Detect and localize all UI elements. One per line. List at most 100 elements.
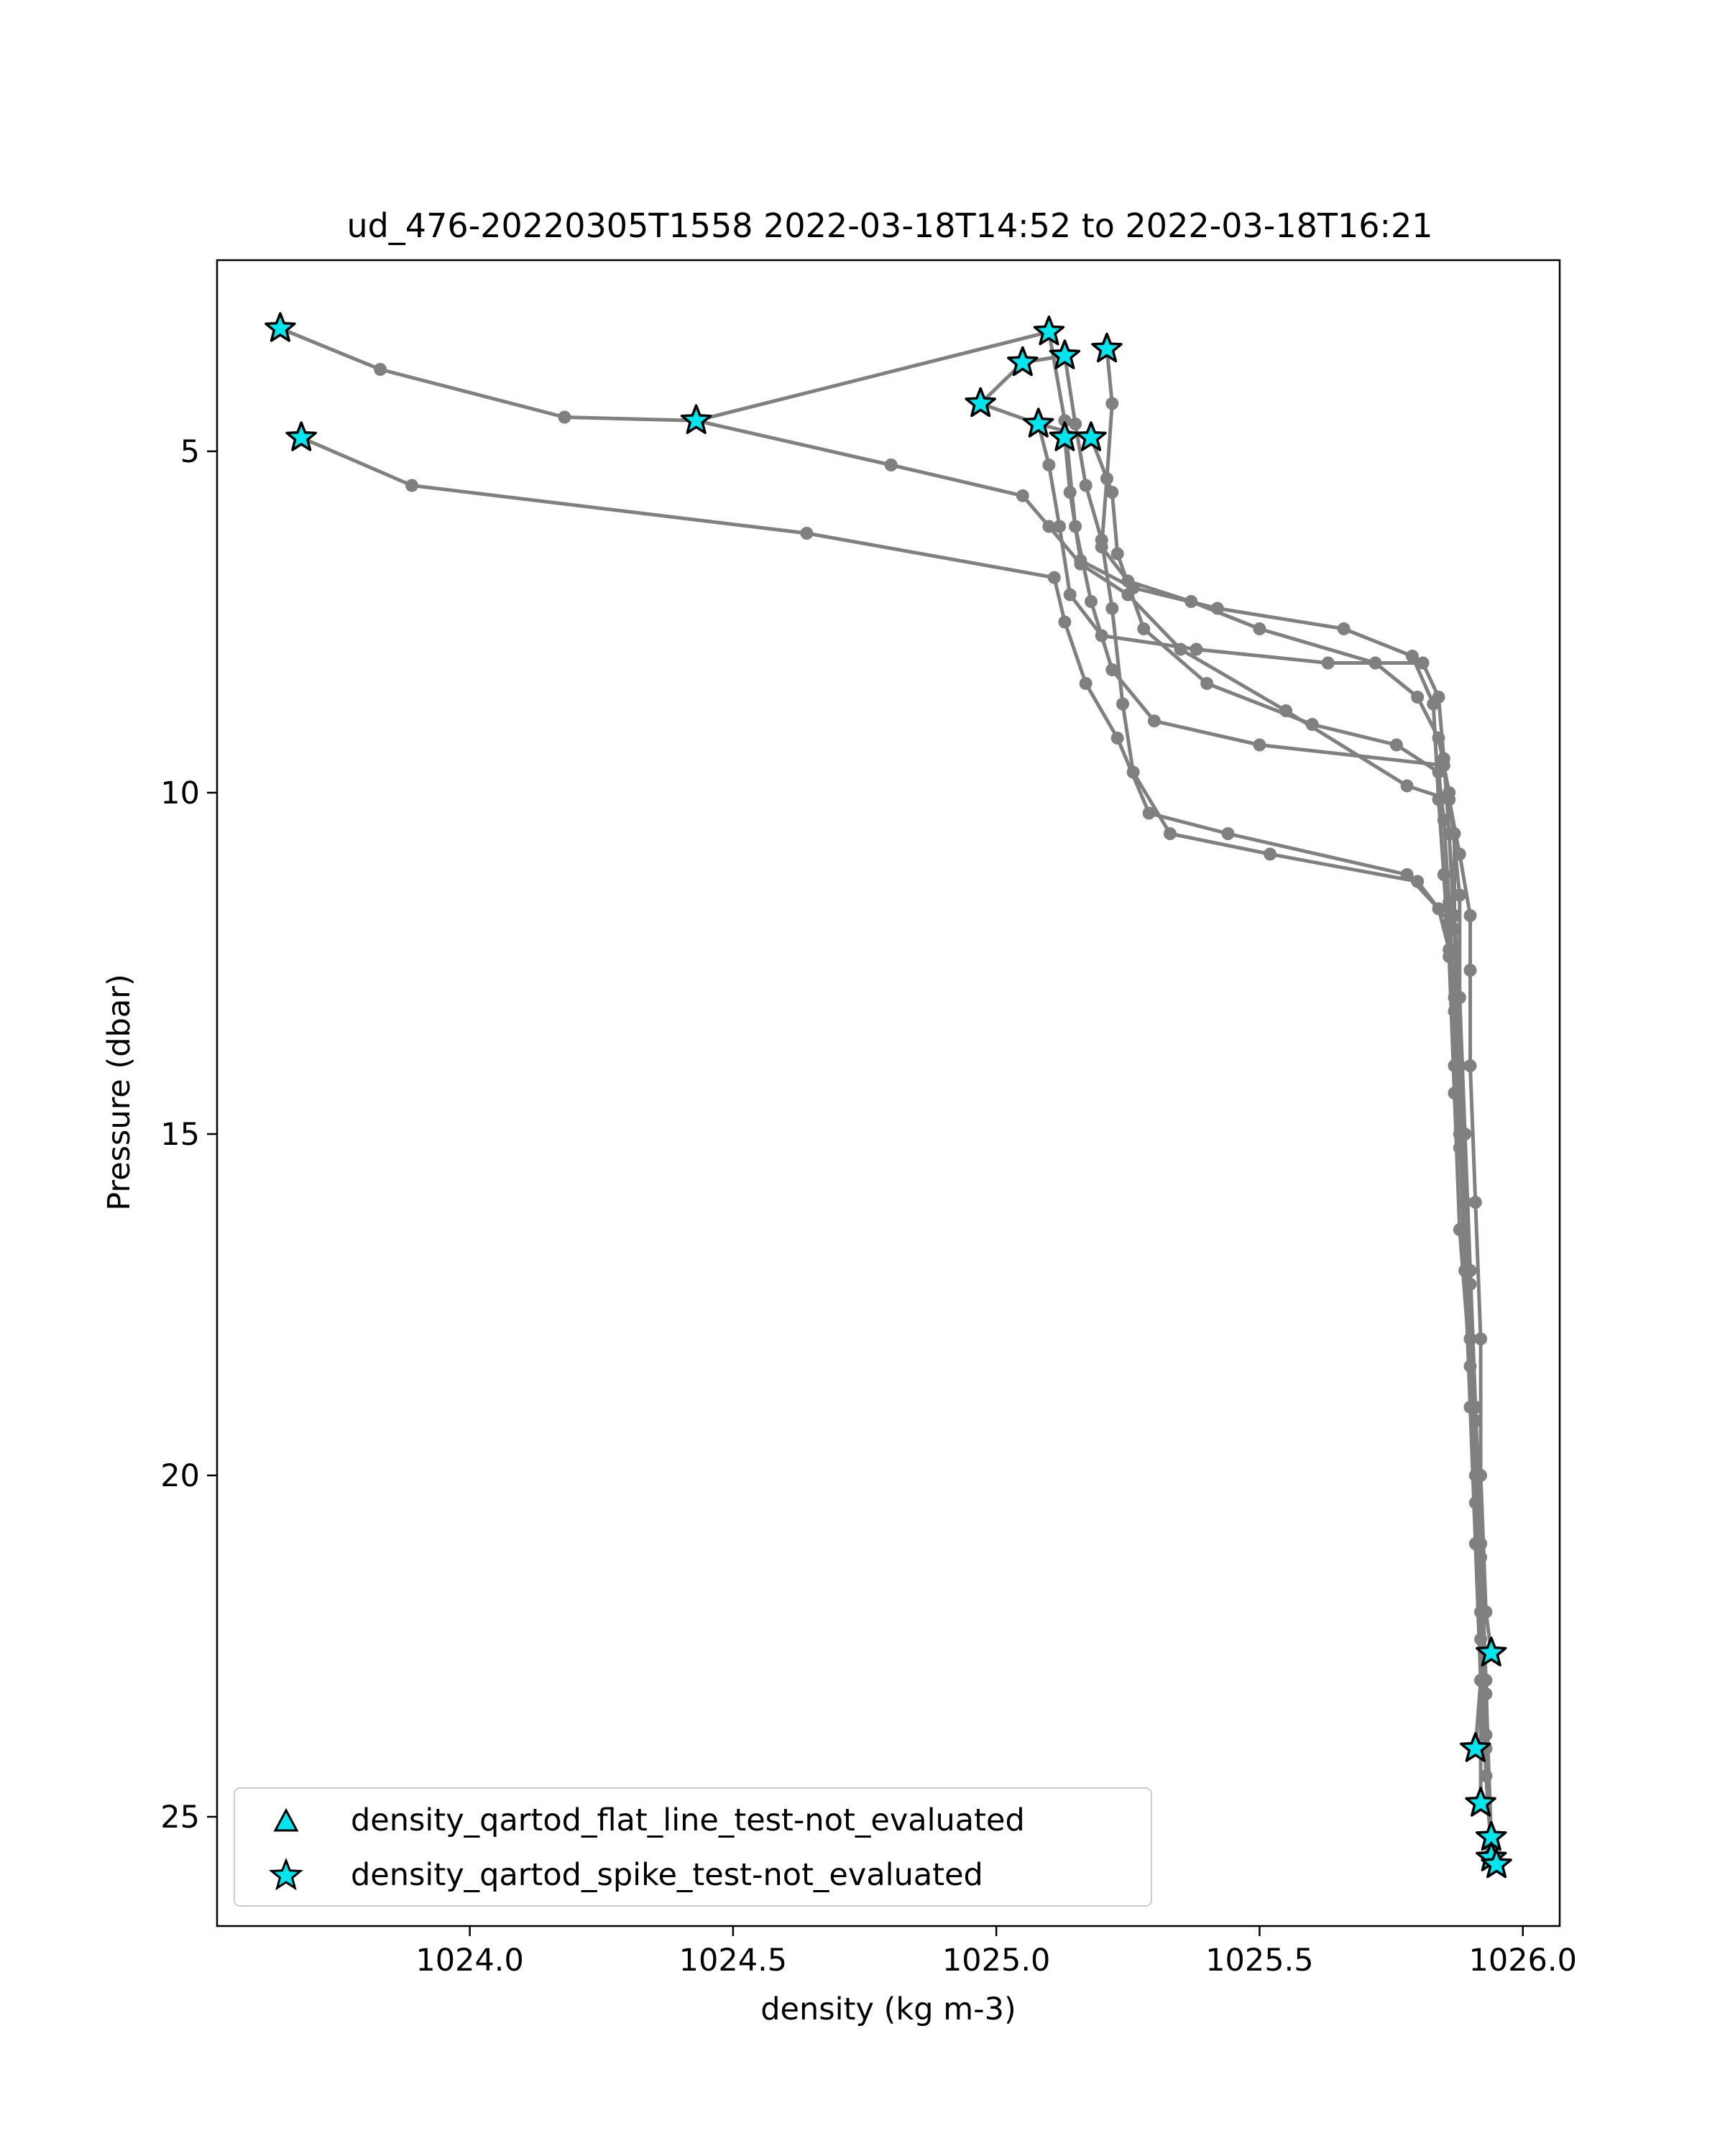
profile-point — [1184, 595, 1198, 608]
profile-point — [1105, 602, 1119, 615]
profile-line-2 — [695, 330, 1483, 1749]
profile-point — [1085, 595, 1098, 608]
profile-point — [1463, 909, 1477, 922]
profile-point — [1142, 806, 1156, 820]
profile-point — [1210, 602, 1224, 615]
profile-point — [1453, 888, 1466, 902]
profile-point — [1047, 571, 1061, 584]
y-tick-label: 15 — [160, 1117, 200, 1153]
y-axis-ticks: 5 10 15 20 25 — [160, 434, 217, 1835]
profile-point — [1443, 827, 1456, 840]
legend: density_qartod_flat_line_test-not_evalua… — [234, 1787, 1152, 1907]
profile-point — [1053, 520, 1067, 533]
profile-point — [1463, 964, 1477, 977]
profile-point — [1443, 950, 1456, 963]
profile-point — [1042, 459, 1056, 471]
profile-point — [1110, 732, 1124, 745]
profile-line-5 — [300, 436, 1494, 1845]
profile-point — [1448, 1005, 1461, 1018]
profile-point — [558, 410, 571, 424]
profile-point — [1069, 520, 1082, 533]
profile-point — [1337, 622, 1351, 635]
profile-point — [1432, 793, 1445, 806]
profile-point — [1453, 1059, 1466, 1072]
x-axis-label: density (kg m-3) — [760, 1991, 1016, 2027]
profile-point — [1147, 714, 1161, 728]
x-axis-ticks: 1024.0 1024.5 1025.0 1025.5 1026.0 — [415, 1926, 1577, 1978]
profile-point — [1264, 847, 1277, 861]
profile-point — [1042, 520, 1056, 533]
profile-point — [1279, 704, 1293, 717]
profile-point — [1058, 615, 1072, 629]
spike-star-marker — [1460, 1732, 1491, 1762]
profile-point — [1174, 642, 1187, 656]
profile-point — [1411, 691, 1425, 704]
spike-star-marker — [1033, 315, 1065, 346]
profile-point — [1479, 1687, 1493, 1700]
profile-point — [1074, 554, 1087, 567]
profile-point — [374, 363, 387, 376]
profile-point — [1063, 486, 1077, 499]
profile-line-1 — [279, 326, 1494, 1654]
profile-point — [1448, 1087, 1461, 1100]
profile-point — [1474, 1551, 1488, 1564]
profile-point — [1458, 1128, 1472, 1141]
profile-point — [1416, 656, 1430, 670]
profile-point — [1389, 738, 1403, 752]
profile-line-8 — [1062, 437, 1494, 1851]
profile-line-6 — [1100, 349, 1499, 1866]
profile-points — [273, 322, 1504, 1871]
profile-point — [1458, 1196, 1472, 1209]
profile-point — [1253, 622, 1266, 635]
spike-star-marker — [1481, 1848, 1512, 1879]
profile-point — [1437, 752, 1450, 765]
profile-point — [1069, 418, 1082, 430]
profile-lines — [279, 326, 1499, 1866]
profile-point — [1437, 868, 1450, 881]
legend-label-flat-line: density_qartod_flat_line_test-not_evalua… — [351, 1802, 1025, 1838]
profile-line-7 — [1036, 423, 1488, 1736]
x-tick-label: 1024.5 — [679, 1943, 787, 1978]
profile-point — [1427, 697, 1440, 711]
y-axis-label: Pressure (dbar) — [101, 974, 137, 1210]
spike-star-marker — [285, 421, 317, 451]
legend-box — [234, 1787, 1152, 1907]
profile-point — [1468, 1401, 1482, 1414]
profile-point — [1116, 697, 1129, 711]
chart-title: ud_476-20220305T1558 2022-03-18T14:52 to… — [346, 206, 1432, 245]
profile-point — [1079, 677, 1092, 690]
profile-point — [1400, 868, 1414, 881]
profile-point — [1474, 1332, 1488, 1345]
profile-point — [1016, 489, 1029, 502]
y-tick-label: 10 — [160, 775, 200, 811]
spike-star-marker — [1007, 346, 1039, 377]
profile-point — [1463, 1278, 1477, 1291]
profile-point — [1448, 923, 1461, 936]
profile-point — [1095, 629, 1108, 642]
profile-point — [1095, 540, 1108, 553]
spike-star-marker — [1465, 1787, 1496, 1817]
profile-point — [1200, 677, 1214, 690]
x-tick-label: 1025.5 — [1205, 1943, 1313, 1978]
profile-point — [1479, 1674, 1493, 1687]
spike-star-marker — [680, 404, 712, 434]
profile-point — [1463, 1059, 1477, 1072]
profile-point — [1463, 1360, 1477, 1373]
spike-star-marker — [1476, 1636, 1507, 1667]
star-marker-icon — [269, 1857, 303, 1891]
spike-star-marker — [1049, 339, 1081, 369]
profile-point — [1468, 1496, 1482, 1509]
profile-point — [1221, 827, 1235, 840]
profile-point — [1100, 472, 1113, 485]
profile-point — [1453, 847, 1466, 861]
spike-star-marker — [965, 387, 996, 418]
profile-point — [1443, 786, 1456, 799]
profile-point — [1126, 765, 1140, 779]
profile-point — [1479, 1769, 1493, 1782]
profile-point — [1253, 738, 1266, 752]
profile-point — [1468, 1469, 1482, 1482]
triangle-marker-icon — [273, 1807, 299, 1832]
profile-point — [1105, 663, 1119, 676]
profile-point — [405, 479, 418, 492]
profile-point — [1163, 827, 1177, 840]
